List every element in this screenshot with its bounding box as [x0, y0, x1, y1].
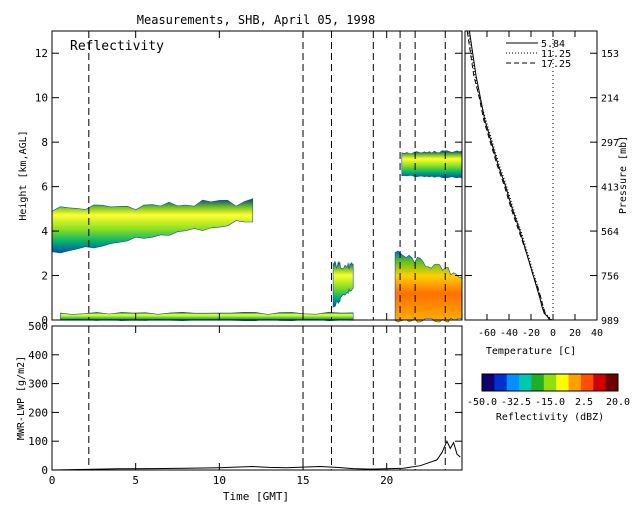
y-tick-label: 0 — [41, 314, 48, 327]
colorbar-segment — [543, 374, 557, 391]
x-tick-label: 15 — [296, 474, 309, 487]
figure-title: Measurements, SHB, April 05, 1998 — [137, 13, 375, 27]
cloud-region — [394, 250, 463, 323]
x-tick-label: -40 — [500, 328, 518, 339]
y-axis-label: Height [km,AGL] — [18, 130, 29, 220]
x-tick-label: -20 — [522, 328, 540, 339]
temperature-profile-line — [466, 30, 551, 321]
colorbar-segment — [482, 374, 495, 391]
pressure-tick-label: 153 — [601, 49, 619, 60]
x-axis-label: Time [GMT] — [223, 490, 289, 503]
y-tick-label: 100 — [28, 435, 48, 448]
x-tick-label: 20 — [569, 328, 581, 339]
temperature-profile-line — [468, 30, 552, 321]
x-tick-label: 0 — [49, 474, 56, 487]
cloud-region — [332, 260, 354, 309]
y-tick-label: 400 — [28, 349, 48, 362]
y-tick-label: 4 — [41, 225, 48, 238]
lwp-panel: 0 100 200 300 400 500 0 5 10 15 20 Time [GMT] MWR-LW… — [16, 320, 463, 503]
pressure-tick-label: 413 — [601, 183, 619, 194]
legend-label: 17.25 — [541, 59, 571, 70]
y-tick-label: 300 — [28, 378, 48, 391]
cloud-region — [401, 150, 463, 179]
x-tick-label: 20 — [380, 474, 393, 487]
y-axis-label: Pressure [mb] — [618, 136, 629, 214]
y-tick-label: 8 — [41, 136, 48, 149]
x-tick-label: 10 — [213, 474, 226, 487]
pressure-tick-label: 564 — [601, 227, 619, 238]
y-axis-label: MWR-LWP [g/m2] — [16, 356, 27, 440]
colorbar-frame — [481, 373, 619, 392]
colorbar-tick-label: -15.0 — [535, 397, 565, 408]
x-tick-label: 40 — [591, 328, 603, 339]
legend-label: 11.25 — [541, 49, 571, 60]
cloud-region — [60, 311, 354, 322]
colorbar-tick-label: 2.5 — [575, 397, 593, 408]
plot-frame — [464, 30, 598, 321]
cloud-region — [51, 198, 254, 254]
x-tick-label: -60 — [478, 328, 496, 339]
y-tick-label: 10 — [35, 92, 48, 105]
colorbar-tick-label: -50.0 — [467, 397, 497, 408]
colorbar-segment — [519, 374, 532, 391]
colorbar-segment — [593, 374, 607, 391]
y-tick-label: 12 — [35, 47, 48, 60]
reflectivity-panel: 0 2 4 6 8 10 12 Reflectivity Height [km,AGL] — [18, 30, 463, 327]
pressure-tick-label: 756 — [601, 272, 619, 283]
x-tick-label: 5 — [132, 474, 139, 487]
colorbar-segment — [531, 374, 545, 391]
y-tick-label: 500 — [28, 320, 48, 333]
colorbar-tick-label: 20.0 — [606, 397, 630, 408]
plot-frame — [51, 30, 463, 321]
sounding-panel: 989 756 564 413 297 214 153 -60 -40 -20 0 20 40 Tempe… — [464, 30, 629, 357]
lwp-series-line — [51, 439, 461, 471]
y-tick-label: 6 — [41, 181, 48, 194]
pressure-tick-label: 214 — [601, 94, 619, 105]
x-axis-label: Temperature [C] — [486, 346, 576, 357]
pressure-tick-label: 297 — [601, 138, 619, 149]
colorbar-segment — [556, 374, 570, 391]
panel-label: Reflectivity — [70, 39, 164, 54]
legend-label: 5.84 — [541, 39, 565, 50]
y-tick-label: 200 — [28, 406, 48, 419]
plot-frame — [51, 325, 463, 471]
pressure-tick-label: 989 — [601, 316, 619, 327]
x-tick-label: 0 — [550, 328, 556, 339]
colorbar-segment — [494, 374, 508, 391]
y-tick-label: 0 — [41, 464, 48, 477]
colorbar-tick-label: -32.5 — [501, 397, 531, 408]
colorbar-segment — [580, 374, 594, 391]
y-tick-label: 2 — [41, 270, 48, 283]
temperature-profile-line — [467, 30, 553, 321]
colorbar-label: Reflectivity (dBZ) — [496, 412, 604, 423]
colorbar-segment — [568, 374, 582, 391]
colorbar-segment — [605, 374, 619, 391]
colorbar-segment — [506, 374, 520, 391]
